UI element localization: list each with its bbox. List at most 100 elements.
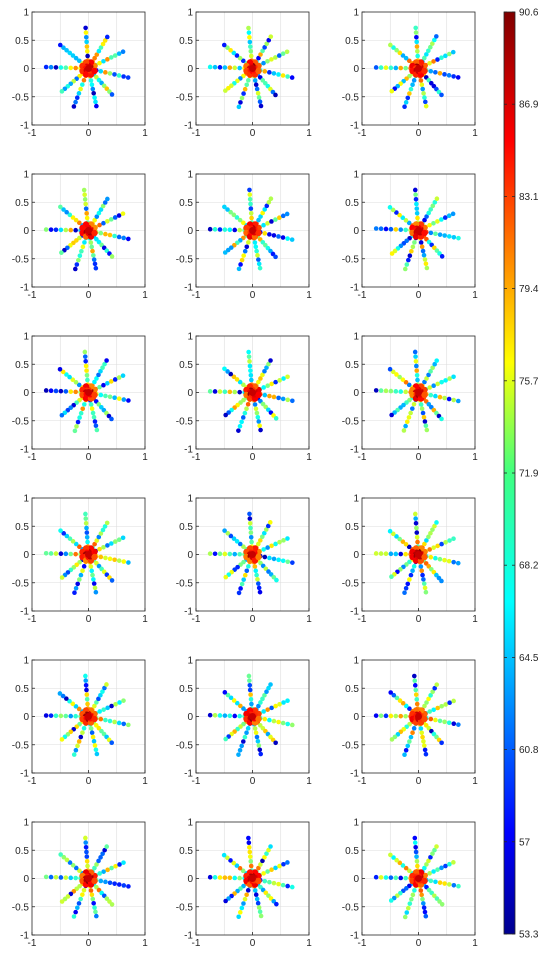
- data-point: [423, 913, 429, 919]
- data-point: [75, 419, 81, 425]
- data-point: [116, 396, 122, 401]
- data-point: [90, 410, 96, 416]
- data-point: [451, 559, 456, 565]
- data-point: [237, 55, 243, 61]
- panel-r4-c2: -1 0 1 1 0.5 0 -0.5 -1: [176, 494, 312, 626]
- data-point: [84, 525, 89, 531]
- data-point: [428, 44, 433, 50]
- data-point: [104, 358, 109, 363]
- data-point: [237, 379, 243, 385]
- data-point: [391, 855, 396, 860]
- data-point: [285, 236, 290, 241]
- data-point: [71, 914, 77, 919]
- data-point: [116, 213, 122, 218]
- y-tick-label: -1: [350, 121, 359, 132]
- data-point: [428, 68, 434, 74]
- panel-r1-c2: -1 0 1 1 0.5 0 -0.5 -1: [176, 8, 312, 140]
- data-point: [84, 692, 90, 697]
- data-point: [268, 844, 273, 849]
- data-point: [240, 868, 246, 874]
- data-point: [285, 698, 290, 704]
- data-point: [422, 541, 427, 547]
- data-point: [121, 559, 127, 564]
- data-point: [258, 913, 264, 919]
- data-point: [260, 858, 265, 864]
- x-tick-label: -1: [192, 128, 201, 139]
- data-point: [431, 869, 436, 874]
- data-point: [227, 65, 233, 70]
- data-point: [222, 690, 228, 695]
- data-point: [258, 700, 263, 705]
- data-point: [387, 366, 393, 372]
- x-tick-label: -1: [358, 452, 367, 463]
- data-point: [241, 91, 246, 96]
- data-point: [255, 877, 262, 885]
- data-point: [394, 210, 399, 215]
- data-point: [81, 725, 87, 731]
- data-point: [73, 909, 78, 915]
- y-tick-label: -1: [20, 283, 29, 294]
- y-tick-label: -0.5: [12, 92, 30, 103]
- data-point: [285, 536, 290, 541]
- data-point: [406, 58, 412, 64]
- data-point: [84, 48, 90, 54]
- y-tick-label: 1: [187, 818, 193, 829]
- colorbar-ticks: 90.6 86.9 83.1 79.4 75.7 71.9 68.2 64.5 60.8 57 53…: [504, 8, 539, 941]
- data-point: [406, 220, 412, 226]
- data-point: [410, 406, 415, 411]
- data-point: [232, 551, 238, 557]
- data-point: [85, 713, 92, 720]
- y-tick-label: -0.5: [342, 740, 360, 751]
- data-point: [241, 382, 246, 388]
- y-tick-label: 0.5: [179, 36, 193, 47]
- data-point: [241, 901, 246, 906]
- y-tick-label: 0.5: [345, 198, 359, 209]
- data-point: [408, 410, 413, 416]
- data-point: [252, 78, 258, 83]
- data-point: [58, 204, 63, 210]
- data-point: [383, 875, 389, 880]
- data-point: [439, 92, 444, 98]
- data-point: [402, 914, 408, 920]
- data-point: [254, 86, 260, 92]
- panel-r6-c2: -1 0 1 1 0.5 0 -0.5 -1: [176, 818, 312, 950]
- data-point: [126, 236, 131, 242]
- data-point: [406, 415, 412, 420]
- data-point: [64, 209, 69, 215]
- data-point: [403, 748, 409, 753]
- data-point: [421, 739, 426, 744]
- data-point: [434, 34, 439, 39]
- data-point: [238, 586, 243, 591]
- data-point: [234, 539, 240, 544]
- data-point: [247, 683, 253, 688]
- data-point: [88, 240, 94, 245]
- data-point: [225, 207, 230, 212]
- data-point: [394, 534, 399, 539]
- data-point: [107, 556, 113, 562]
- data-point: [93, 747, 99, 753]
- data-point: [262, 692, 267, 698]
- data-point: [97, 384, 102, 390]
- data-point: [415, 215, 420, 221]
- data-point: [90, 248, 95, 254]
- data-point: [413, 849, 419, 855]
- data-point: [277, 701, 282, 707]
- data-point: [84, 215, 90, 221]
- data-point: [262, 716, 268, 722]
- data-point: [404, 262, 410, 267]
- data-point: [76, 901, 82, 906]
- data-point: [207, 226, 213, 232]
- colorbar-tick-label: 79.4: [519, 284, 539, 295]
- colorbar-tick-label: 53.3: [519, 930, 539, 941]
- data-point: [82, 240, 87, 245]
- data-point: [430, 41, 435, 46]
- data-point: [73, 217, 79, 223]
- data-point: [421, 901, 426, 906]
- data-point: [258, 103, 264, 109]
- data-point: [105, 57, 110, 62]
- data-point: [397, 860, 403, 866]
- colorbar: 90.6 86.9 83.1 79.4 75.7 71.9 68.2 64.5 60.8 57 53…: [503, 8, 539, 941]
- data-point: [98, 369, 103, 374]
- data-point: [100, 203, 106, 209]
- data-point: [248, 534, 254, 540]
